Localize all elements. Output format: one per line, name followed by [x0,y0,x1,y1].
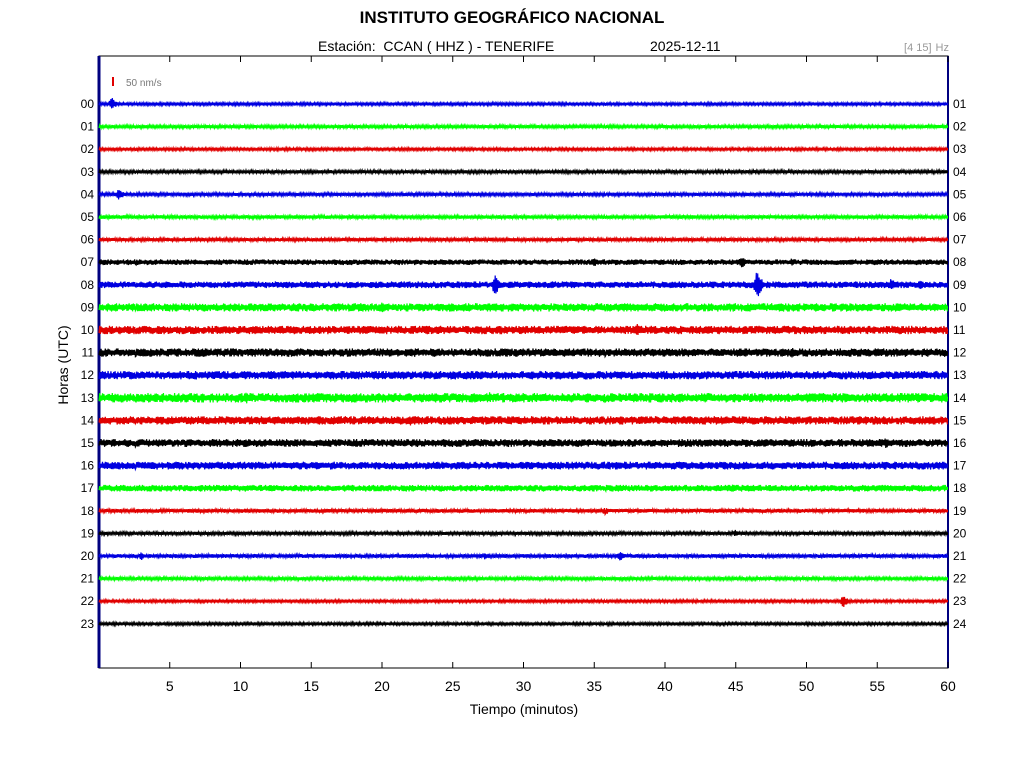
hour-label-left: 01 [81,120,95,134]
hour-label-left: 02 [81,142,95,156]
x-tick-label: 5 [166,678,174,694]
hour-label-left: 00 [81,97,95,111]
hour-label-right: 22 [953,572,967,586]
scale-bar [112,77,114,86]
hour-label-right: 09 [953,278,967,292]
record-date: 2025-12-11 [650,38,721,54]
trace-hour-14 [98,416,948,426]
hour-label-right: 17 [953,459,967,473]
x-tick-label: 25 [445,678,461,694]
hour-label-right: 13 [953,368,967,382]
hour-label-left: 08 [81,278,95,292]
hour-label-left: 21 [81,572,95,586]
trace-hour-07 [98,258,948,268]
hour-label-left: 13 [81,391,95,405]
x-axis-label: Tiempo (minutos) [470,701,578,717]
hour-label-right: 11 [953,323,966,337]
hour-label-left: 05 [81,210,95,224]
trace-hour-09 [98,302,948,313]
hour-label-left: 12 [81,368,95,382]
x-tick-label: 15 [303,678,319,694]
hour-label-right: 04 [953,165,967,179]
x-tick-label: 35 [586,678,602,694]
trace-hour-13 [98,392,948,404]
hour-label-left: 10 [81,323,95,337]
scale-bar-label: 50 nm/s [126,78,162,89]
hour-label-right: 06 [953,210,967,224]
hour-label-left: 14 [81,413,95,427]
hour-label-left: 07 [81,255,95,269]
hour-label-right: 05 [953,187,967,201]
trace-group [98,98,948,628]
hour-label-right: 08 [953,255,967,269]
hour-label-left: 20 [81,549,95,563]
hour-label-right: 03 [953,142,967,156]
hour-label-left: 22 [81,594,95,608]
x-tick-label: 50 [799,678,815,694]
y-axis-label: Horas (UTC) [55,325,71,404]
trace-hour-19 [98,529,948,538]
trace-hour-15 [98,438,948,449]
x-tick-label: 30 [516,678,532,694]
hour-label-left: 23 [81,617,95,631]
trace-hour-16 [98,461,948,472]
trace-hour-11 [98,347,948,359]
hour-label-right: 23 [953,594,967,608]
hour-label-right: 14 [953,391,967,405]
hour-label-left: 03 [81,165,95,179]
hour-label-right: 02 [953,120,967,134]
trace-hour-08 [98,272,948,297]
hour-label-right: 19 [953,504,967,518]
x-tick-label: 60 [940,678,956,694]
x-tick-label: 40 [657,678,673,694]
hour-label-left: 04 [81,187,95,201]
hour-label-right: 20 [953,526,967,540]
hour-label-left: 11 [82,346,95,360]
filter-band-label: [4 15] Hz [904,42,949,54]
chart-title: INSTITUTO GEOGRÁFICO NACIONAL [359,8,665,27]
hour-label-left: 16 [81,459,95,473]
hour-label-left: 09 [81,300,95,314]
hour-label-right: 10 [953,300,967,314]
trace-hour-12 [98,370,948,380]
x-tick-label: 10 [233,678,249,694]
trace-hour-10 [98,323,948,336]
hour-label-left: 06 [81,233,95,247]
trace-hour-17 [98,484,948,494]
hour-label-right: 24 [953,617,967,631]
x-axis: 5 10 15 20 25 30 35 40 45 50 55 60 [166,56,956,694]
hour-label-right: 21 [953,549,967,563]
hour-label-right: 16 [953,436,967,450]
hour-label-right: 07 [953,233,967,247]
station-label: Estación: CCAN ( HHZ ) - TENERIFE [318,38,555,54]
x-tick-label: 20 [374,678,390,694]
hour-label-right: 18 [953,481,967,495]
x-tick-label: 55 [869,678,885,694]
hour-label-left: 17 [81,481,95,495]
hour-label-right: 15 [953,413,967,427]
hour-label-left: 15 [81,436,95,450]
filter-band-unit: Hz [935,42,949,54]
hour-label-right: 01 [953,97,967,111]
hour-label-left: 19 [81,526,95,540]
x-tick-label: 45 [728,678,744,694]
hour-label-right: 12 [953,346,967,360]
hour-labels: 00 01 01 02 02 03 03 04 04 05 05 06 06 07 07 08 08 09 09 10… [81,97,967,631]
filter-band-value: [4 15] [904,42,932,54]
trace-hour-06 [98,235,948,244]
hour-label-left: 18 [81,504,95,518]
